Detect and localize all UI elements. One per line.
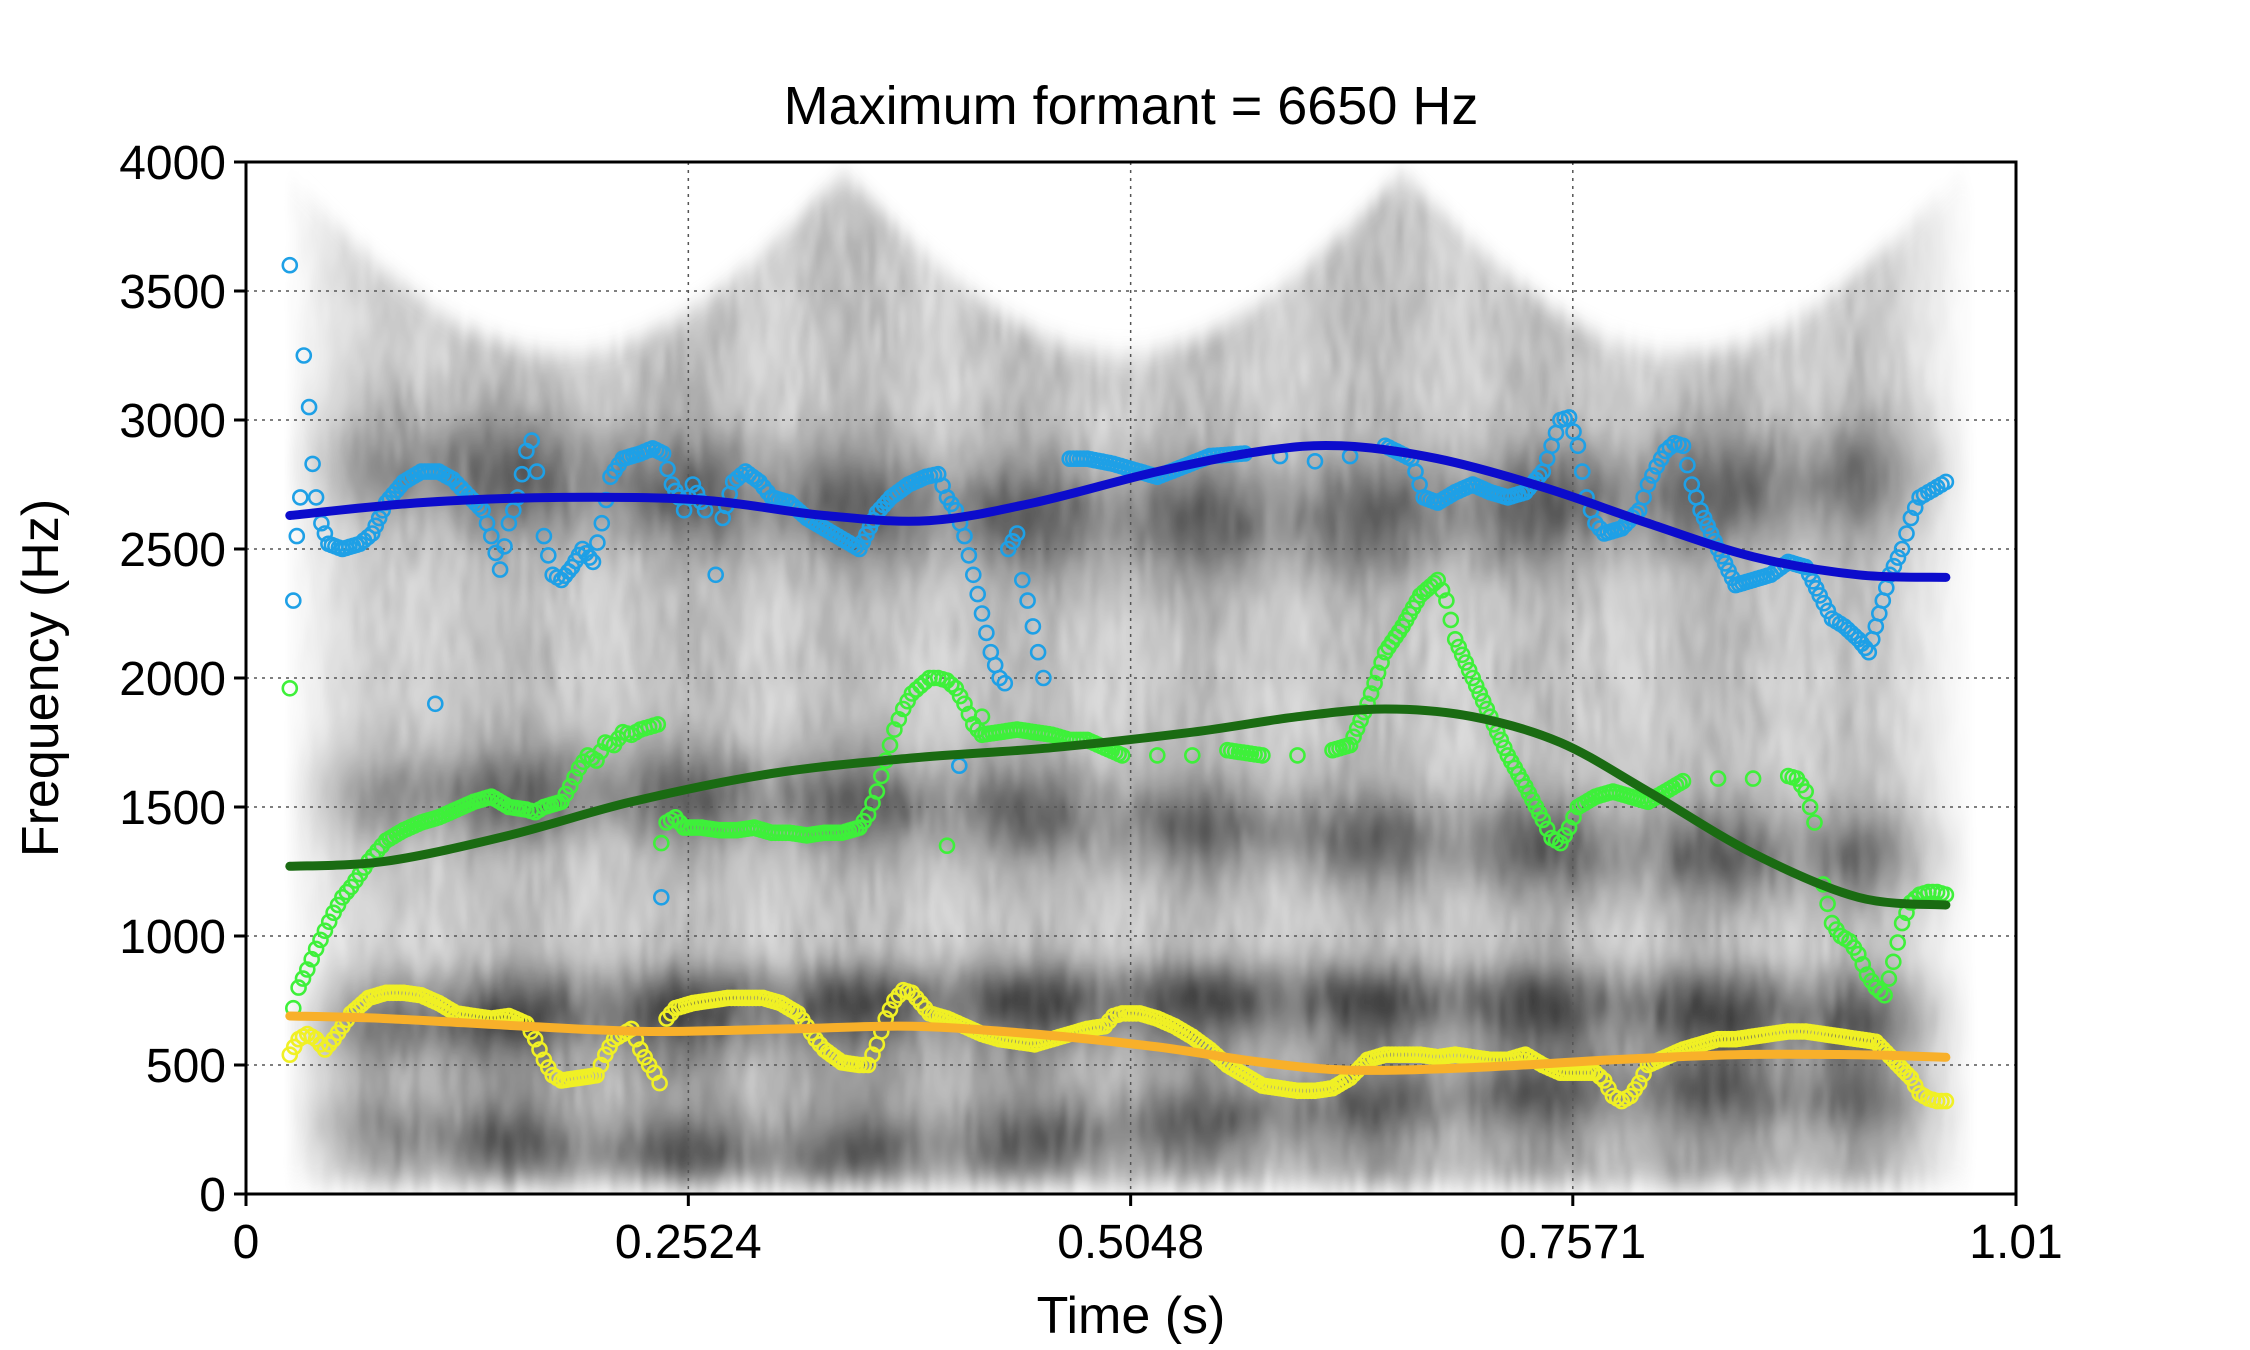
x-tick-label: 0: [233, 1216, 260, 1269]
y-tick-label: 1500: [119, 782, 226, 835]
y-tick-label: 3500: [119, 266, 226, 319]
x-axis-label: Time (s): [1037, 1287, 1226, 1345]
y-tick-label: 2500: [119, 524, 226, 577]
y-tick-label: 500: [146, 1040, 226, 1093]
y-tick-label: 3000: [119, 395, 226, 448]
y-axis-label: Frequency (Hz): [12, 499, 70, 857]
y-tick-label: 2000: [119, 653, 226, 706]
chart-title: Maximum formant = 6650 Hz: [784, 76, 1479, 136]
x-tick-label: 1.01: [1969, 1216, 2062, 1269]
y-tick-label: 4000: [119, 137, 226, 190]
y-tick-label: 0: [199, 1169, 226, 1222]
x-tick-label: 0.7571: [1499, 1216, 1646, 1269]
y-tick-label: 1000: [119, 911, 226, 964]
x-ticks: 0 0.2524 0.5048 0.7571 1.01: [233, 1194, 2063, 1269]
x-tick-label: 0.2524: [615, 1216, 762, 1269]
y-ticks: 0 500 1000 1500 2000 2500 3000 3500 4000: [119, 137, 246, 1222]
x-tick-label: 0.5048: [1057, 1216, 1204, 1269]
